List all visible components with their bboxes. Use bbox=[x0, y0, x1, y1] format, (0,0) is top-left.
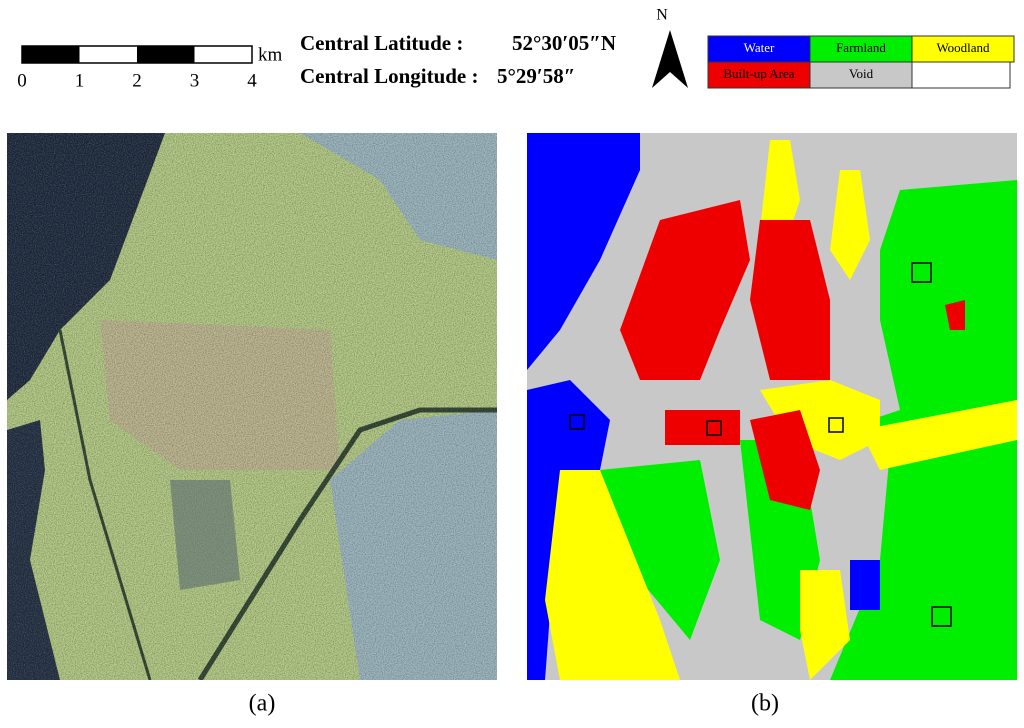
scale-unit: km bbox=[258, 44, 283, 65]
legend-label: Water bbox=[744, 40, 775, 55]
north-label: N bbox=[656, 7, 668, 24]
map-region bbox=[750, 220, 830, 380]
scale-bar: 0 1 2 3 4 km bbox=[17, 44, 282, 91]
longitude-label: Central Longitude : bbox=[300, 64, 479, 88]
legend-swatch bbox=[707, 35, 811, 63]
scale-tick-label: 2 bbox=[132, 70, 142, 91]
legend-swatch bbox=[809, 35, 913, 63]
legend-label: Void bbox=[849, 66, 874, 81]
classification-map bbox=[527, 133, 1017, 680]
legend-label: Woodland bbox=[936, 40, 990, 55]
map-region bbox=[750, 410, 820, 510]
map-region bbox=[527, 133, 640, 370]
sar-image bbox=[7, 133, 497, 680]
map-region bbox=[945, 300, 965, 330]
scale-tick-label: 0 bbox=[17, 70, 27, 91]
scale-tick-label: 1 bbox=[75, 70, 85, 91]
map-region bbox=[620, 200, 750, 380]
map-region bbox=[600, 460, 720, 640]
map-region bbox=[850, 560, 880, 610]
scale-tick-label: 3 bbox=[190, 70, 200, 91]
map-region bbox=[830, 170, 870, 280]
caption-b: (b) bbox=[751, 691, 779, 717]
legend: Water Farmland Woodland Built-up Area Void bbox=[707, 35, 1015, 89]
map-region bbox=[665, 410, 740, 445]
map-region bbox=[800, 570, 850, 680]
latitude-label: Central Latitude : bbox=[300, 31, 463, 55]
scale-tick-label: 4 bbox=[247, 70, 257, 91]
caption-a: (a) bbox=[249, 691, 276, 717]
north-arrow: N bbox=[652, 7, 688, 88]
legend-swatch bbox=[809, 61, 913, 89]
map-region bbox=[860, 400, 1017, 470]
latitude: 52°30′05″N bbox=[512, 31, 616, 55]
legend-swatch bbox=[707, 61, 811, 89]
legend-swatch bbox=[911, 35, 1015, 63]
longitude: 5°29′58″ bbox=[497, 64, 575, 88]
legend-label: Farmland bbox=[836, 40, 886, 55]
map-region bbox=[545, 470, 680, 680]
legend-label: Built-up Area bbox=[723, 66, 794, 81]
